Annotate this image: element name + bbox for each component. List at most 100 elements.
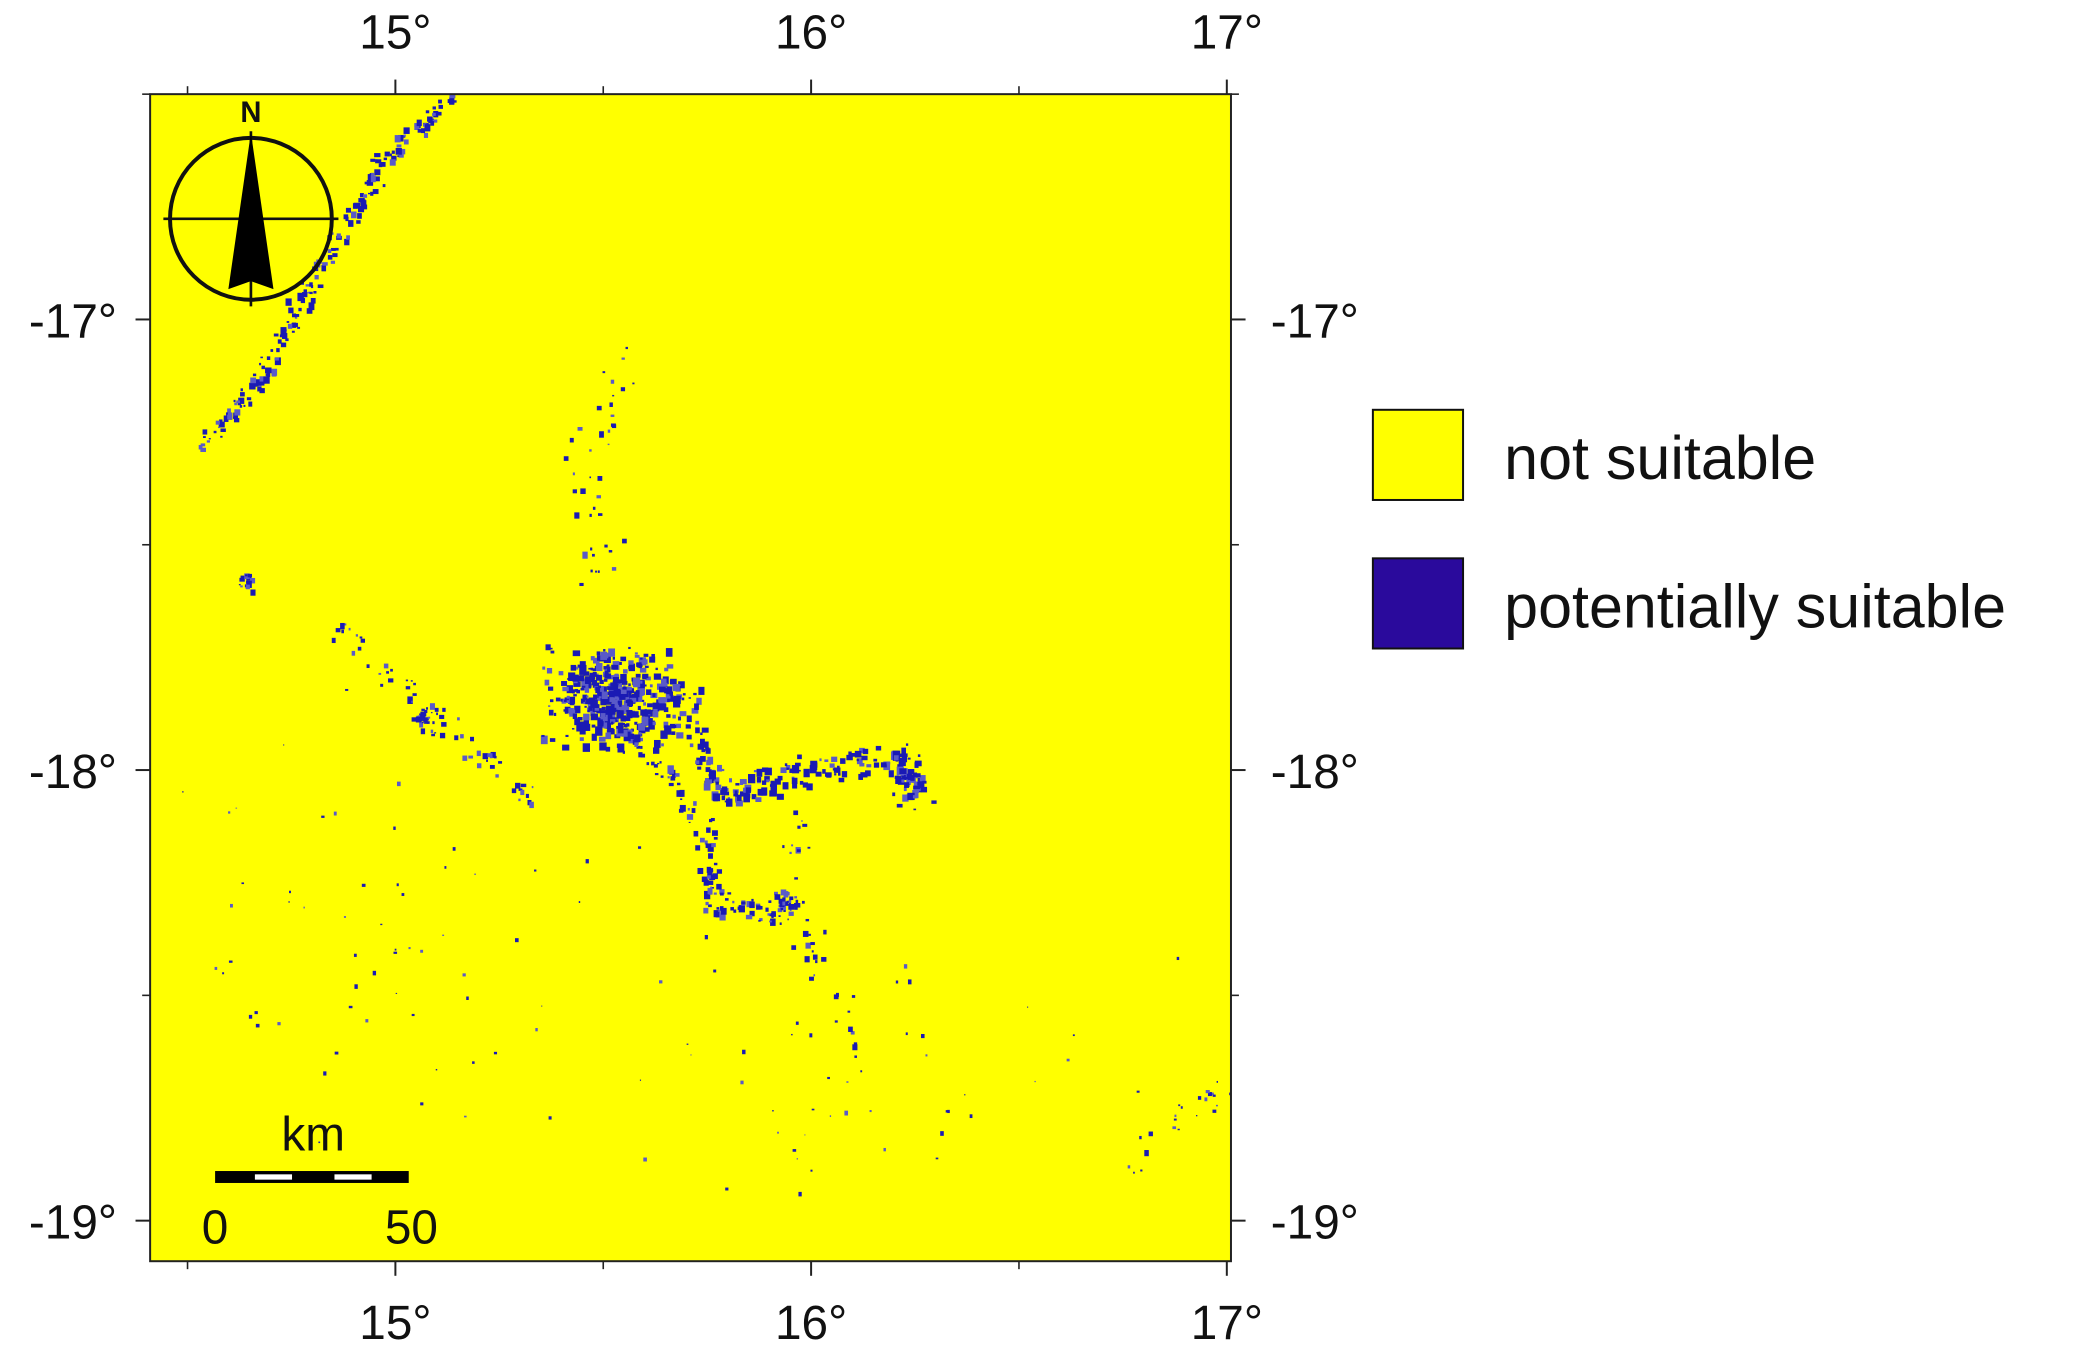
patch	[616, 710, 624, 719]
patch	[727, 797, 731, 800]
patch	[1233, 1092, 1237, 1098]
patch	[430, 121, 435, 126]
patch	[614, 703, 620, 710]
patch	[702, 741, 709, 748]
patch	[791, 776, 795, 779]
patch	[792, 1149, 797, 1152]
patch	[720, 788, 728, 795]
legend-label: not suitable	[1504, 424, 1816, 492]
patch	[603, 649, 606, 652]
patch	[588, 697, 596, 703]
patch	[198, 444, 203, 450]
patch	[235, 807, 238, 809]
patch	[899, 768, 907, 775]
patch	[624, 716, 631, 722]
patch	[574, 718, 580, 726]
patch	[410, 680, 413, 682]
patch	[859, 763, 865, 767]
patch	[380, 683, 384, 687]
patch	[638, 686, 646, 696]
patch	[252, 373, 257, 377]
patch	[1177, 1128, 1180, 1131]
patch	[623, 691, 629, 698]
patch	[809, 1033, 813, 1038]
patch	[577, 721, 585, 730]
patch	[921, 1033, 925, 1039]
patch	[964, 1094, 966, 1096]
legend-swatch	[1371, 557, 1465, 650]
patch	[547, 686, 554, 691]
patch	[240, 388, 243, 392]
patch	[411, 717, 417, 722]
patch	[248, 1014, 253, 1019]
patch	[1212, 1094, 1216, 1097]
patch	[584, 705, 587, 708]
patch	[706, 866, 712, 873]
patch	[769, 790, 777, 797]
patch	[302, 292, 308, 298]
patch	[767, 913, 772, 916]
patch	[595, 686, 601, 694]
patch	[906, 779, 911, 785]
patch	[737, 906, 742, 910]
patch	[219, 419, 223, 424]
patch	[1197, 1096, 1202, 1100]
x-tick-label: 15°	[359, 1297, 431, 1350]
patch	[653, 747, 660, 754]
patch	[452, 847, 456, 851]
patch	[283, 744, 285, 746]
patch	[604, 670, 609, 674]
patch	[405, 686, 411, 690]
patch	[600, 713, 606, 720]
patch	[560, 698, 564, 702]
patch	[707, 887, 713, 895]
patch	[413, 682, 416, 686]
patch	[583, 713, 590, 721]
patch	[564, 700, 567, 702]
patch	[640, 659, 648, 665]
patch	[398, 134, 404, 142]
patch	[624, 723, 628, 728]
patch	[346, 235, 350, 240]
patch	[247, 573, 253, 578]
patch	[607, 686, 614, 691]
patch	[719, 889, 725, 895]
x-tick-label: 17°	[1191, 1297, 1263, 1350]
patch	[623, 669, 628, 674]
patch	[859, 775, 863, 780]
patch	[805, 918, 810, 922]
patch	[618, 700, 623, 706]
patch	[703, 879, 709, 886]
patch	[573, 694, 577, 697]
patch	[821, 957, 827, 962]
patch	[294, 316, 298, 319]
patch	[593, 694, 598, 700]
patch	[622, 722, 626, 726]
patch	[250, 589, 256, 596]
patch	[644, 665, 649, 669]
patch	[401, 148, 406, 155]
patch	[804, 1134, 806, 1136]
patch	[595, 726, 603, 736]
patch	[685, 724, 691, 729]
patch	[333, 811, 337, 816]
patch	[421, 708, 425, 712]
patch	[595, 673, 599, 676]
patch	[742, 1049, 746, 1055]
patch	[626, 723, 630, 727]
patch	[359, 193, 364, 198]
patch	[639, 1079, 642, 1081]
patch	[220, 428, 226, 432]
patch	[888, 770, 894, 778]
patch	[411, 700, 413, 703]
patch	[808, 933, 811, 936]
patch	[698, 686, 705, 695]
patch	[810, 766, 815, 773]
patch	[427, 716, 431, 719]
patch	[758, 919, 761, 922]
patch	[764, 776, 770, 781]
patch	[438, 99, 442, 104]
patch	[841, 771, 848, 778]
patch	[431, 733, 436, 737]
patch	[599, 679, 604, 684]
